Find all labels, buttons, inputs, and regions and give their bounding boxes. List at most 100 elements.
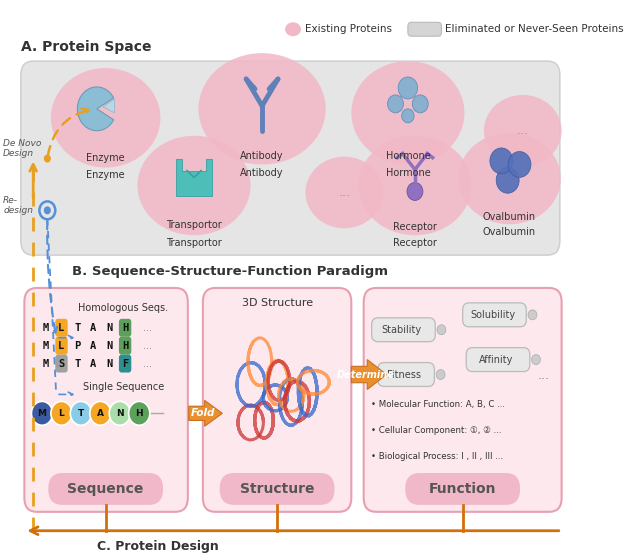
Polygon shape: [177, 159, 212, 197]
Text: ...: ...: [538, 369, 550, 382]
Text: H: H: [136, 409, 143, 418]
Text: A: A: [90, 359, 97, 369]
Ellipse shape: [358, 136, 472, 235]
FancyBboxPatch shape: [364, 288, 562, 512]
Circle shape: [129, 402, 150, 425]
Wedge shape: [77, 87, 114, 131]
Text: N: N: [106, 359, 113, 369]
Text: 3D Structure: 3D Structure: [241, 298, 313, 308]
Text: M: M: [42, 323, 49, 333]
Text: N: N: [116, 409, 124, 418]
Text: Enzyme: Enzyme: [86, 153, 125, 163]
FancyBboxPatch shape: [203, 288, 351, 512]
Polygon shape: [103, 99, 115, 113]
Text: L: L: [58, 323, 65, 333]
Text: • Cellular Component: ①, ② ...: • Cellular Component: ①, ② ...: [371, 426, 501, 435]
FancyBboxPatch shape: [466, 348, 530, 372]
Text: Re-
design: Re- design: [3, 196, 33, 215]
Circle shape: [496, 167, 519, 193]
FancyBboxPatch shape: [24, 288, 188, 512]
Ellipse shape: [484, 95, 562, 167]
Polygon shape: [351, 360, 387, 389]
FancyBboxPatch shape: [408, 22, 442, 36]
Ellipse shape: [285, 22, 301, 36]
Text: N: N: [106, 341, 113, 351]
Text: M: M: [42, 359, 49, 369]
FancyBboxPatch shape: [378, 363, 435, 387]
Text: • Biological Process: I , II , III ...: • Biological Process: I , II , III ...: [371, 452, 503, 461]
Ellipse shape: [138, 136, 251, 235]
Circle shape: [412, 95, 428, 113]
Circle shape: [90, 402, 111, 425]
Circle shape: [402, 109, 414, 123]
Text: Eliminated or Never-Seen Proteins: Eliminated or Never-Seen Proteins: [445, 25, 623, 34]
Text: Hormone: Hormone: [385, 150, 430, 160]
Text: F: F: [122, 359, 128, 369]
Text: Fold: Fold: [191, 408, 215, 418]
Ellipse shape: [305, 157, 383, 228]
Circle shape: [407, 183, 423, 201]
Text: L: L: [59, 409, 65, 418]
Text: A: A: [90, 341, 97, 351]
Text: M: M: [38, 409, 47, 418]
Text: Transportor: Transportor: [166, 238, 222, 248]
Text: • Molecular Function: A, B, C ...: • Molecular Function: A, B, C ...: [371, 400, 505, 409]
Text: T: T: [74, 323, 81, 333]
Circle shape: [532, 355, 540, 365]
Circle shape: [44, 206, 51, 214]
Text: A. Protein Space: A. Protein Space: [21, 40, 151, 54]
FancyBboxPatch shape: [55, 337, 68, 355]
Text: Antibody: Antibody: [241, 168, 284, 178]
Text: Fitness: Fitness: [387, 369, 421, 379]
FancyBboxPatch shape: [55, 319, 68, 337]
Text: Structure: Structure: [240, 482, 314, 496]
Text: ...: ...: [143, 341, 152, 351]
Text: Determine: Determine: [337, 369, 395, 379]
FancyBboxPatch shape: [463, 303, 526, 327]
Text: ...: ...: [516, 124, 529, 137]
Circle shape: [51, 402, 72, 425]
Text: Antibody: Antibody: [241, 150, 284, 160]
Circle shape: [31, 402, 52, 425]
Text: Affinity: Affinity: [479, 355, 513, 365]
Text: P: P: [74, 341, 81, 351]
Text: S: S: [58, 359, 65, 369]
Text: L: L: [58, 341, 65, 351]
Text: ...: ...: [143, 359, 152, 369]
Text: Stability: Stability: [381, 325, 422, 335]
Text: Existing Proteins: Existing Proteins: [305, 25, 392, 34]
Text: ...: ...: [143, 323, 152, 333]
Text: Receptor: Receptor: [393, 222, 437, 232]
FancyBboxPatch shape: [119, 337, 131, 355]
Text: H: H: [122, 323, 128, 333]
Circle shape: [490, 148, 513, 174]
FancyBboxPatch shape: [405, 473, 520, 505]
Text: T: T: [74, 359, 81, 369]
Text: H: H: [122, 341, 128, 351]
Text: A: A: [97, 409, 104, 418]
FancyBboxPatch shape: [21, 61, 560, 255]
Text: ...: ...: [339, 186, 350, 199]
Text: Function: Function: [429, 482, 497, 496]
FancyBboxPatch shape: [372, 318, 435, 341]
Circle shape: [388, 95, 403, 113]
Circle shape: [528, 310, 537, 320]
Text: Sequence: Sequence: [67, 482, 144, 496]
Polygon shape: [189, 400, 222, 426]
Text: C. Protein Design: C. Protein Design: [97, 540, 219, 553]
Text: Solubility: Solubility: [470, 310, 515, 320]
Text: A: A: [90, 323, 97, 333]
Text: Homologous Seqs.: Homologous Seqs.: [78, 303, 168, 313]
Circle shape: [398, 77, 417, 99]
Text: M: M: [42, 341, 49, 351]
Circle shape: [44, 155, 51, 163]
FancyBboxPatch shape: [55, 355, 68, 373]
Circle shape: [436, 369, 445, 379]
Text: Ovalbumin: Ovalbumin: [483, 227, 536, 237]
FancyBboxPatch shape: [119, 355, 131, 373]
Ellipse shape: [351, 61, 465, 164]
FancyBboxPatch shape: [48, 473, 163, 505]
Text: N: N: [106, 323, 113, 333]
Text: Single Sequence: Single Sequence: [83, 383, 164, 393]
Ellipse shape: [198, 53, 326, 164]
